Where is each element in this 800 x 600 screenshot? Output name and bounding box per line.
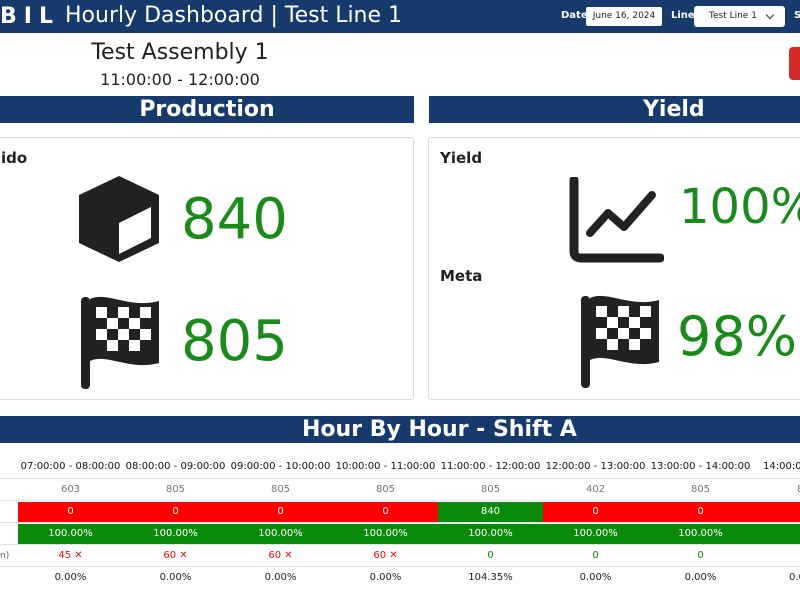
column-header: 10:00:00 - 11:00:00 — [335, 461, 436, 472]
yield-header-title: Yield — [643, 97, 705, 122]
shift-label: S — [794, 10, 800, 21]
table-row: 100.00% 100.00% 100.00% 100.00% 100.00% … — [0, 523, 800, 545]
table-cell: 0.00% — [579, 572, 612, 583]
column-header: 11:00:00 - 12:00:00 — [440, 461, 541, 472]
table-cell: 0 — [697, 550, 704, 561]
table-cell: 805 — [165, 484, 186, 495]
date-label: Date — [561, 10, 588, 21]
table-header-row: 07:00:00 - 08:00:00 08:00:00 - 09:00:00 … — [0, 455, 800, 479]
table-cell: 60 ✕ — [373, 550, 398, 561]
table-row: 603 805 805 805 805 402 805 8 — [0, 479, 800, 501]
table-cell — [753, 545, 800, 567]
meta-label: Meta — [440, 267, 483, 285]
table-cell: 805 — [375, 484, 396, 495]
checkered-flag-icon — [81, 296, 159, 389]
line-label: Line — [671, 10, 695, 21]
produced-value: 840 — [181, 187, 288, 252]
table-cell: 805 — [270, 484, 291, 495]
table-cell: 100.00% — [228, 524, 333, 544]
table-cell: 0.00% — [159, 572, 192, 583]
yield-card: Yield 100% Meta 98% — [428, 137, 800, 400]
row-label: n) — [0, 551, 10, 561]
table-cell: 840 — [438, 502, 543, 522]
table-cell: 0.00% — [264, 572, 297, 583]
table-cell: 100.00% — [18, 524, 123, 544]
table-cell: 100.00% — [438, 524, 543, 544]
yield-label: Yield — [440, 149, 483, 167]
table-cell: 100.00% — [123, 524, 228, 544]
column-header: 12:00:00 - 13:00:00 — [545, 461, 646, 472]
meta-value: 98% — [677, 305, 798, 368]
assembly-title: Test Assembly 1 — [91, 40, 269, 65]
production-card: ido 840 805 — [0, 137, 414, 400]
table-cell: 805 — [690, 484, 711, 495]
table-cell: 100.00% — [648, 524, 753, 544]
table-cell — [753, 502, 800, 522]
hour-by-hour-header: Hour By Hour - Shift A — [0, 416, 800, 443]
target-value: 805 — [181, 309, 288, 374]
cube-icon — [79, 176, 159, 262]
table-cell: 0 — [648, 502, 753, 522]
production-label: ido — [1, 149, 28, 167]
time-range: 11:00:00 - 12:00:00 — [100, 70, 260, 89]
table-cell — [753, 524, 800, 544]
table-cell: 60 ✕ — [268, 550, 293, 561]
table-cell: 100.00% — [333, 524, 438, 544]
table-row: 0 0 0 0 840 0 0 — [0, 501, 800, 523]
table-cell: 60 ✕ — [163, 550, 188, 561]
date-picker[interactable]: June 16, 2024 — [586, 7, 662, 26]
table-cell: 0 — [487, 550, 494, 561]
table-cell: 8 — [753, 479, 800, 501]
table-cell: 0 — [228, 502, 333, 522]
table-cell: 805 — [480, 484, 501, 495]
table-row: n) 45 ✕ 60 ✕ 60 ✕ 60 ✕ 0 0 0 — [0, 545, 800, 567]
table-cell: 0 — [592, 550, 599, 561]
table-cell: 0 — [18, 502, 123, 522]
table-cell: 603 — [60, 484, 81, 495]
table-cell: 0 — [123, 502, 228, 522]
yield-header: Yield — [429, 96, 800, 123]
table-cell: 100.00% — [543, 524, 648, 544]
production-header: Production — [0, 96, 414, 123]
chevron-down-icon — [765, 10, 775, 20]
table-cell: 0 — [333, 502, 438, 522]
table-cell: 0.00% — [684, 572, 717, 583]
table-cell: 0 — [543, 502, 648, 522]
column-header: 14:00:0 — [763, 461, 800, 472]
table-cell: 0.00% — [369, 572, 402, 583]
table-cell: 0.00% — [54, 572, 87, 583]
line-select[interactable]: Test Line 1 — [694, 6, 785, 27]
table-cell: 104.35% — [468, 572, 513, 583]
column-header: 09:00:00 - 10:00:00 — [230, 461, 331, 472]
alert-button[interactable] — [789, 47, 800, 80]
column-header: 07:00:00 - 08:00:00 — [20, 461, 121, 472]
hour-by-hour-title: Hour By Hour - Shift A — [302, 417, 577, 442]
column-header: 13:00:00 - 14:00:00 — [650, 461, 751, 472]
yield-value: 100% — [679, 179, 800, 235]
checkered-flag-icon — [581, 295, 659, 388]
table-cell: 0.0 — [789, 572, 800, 583]
column-header: 08:00:00 - 09:00:00 — [125, 461, 226, 472]
line-select-value: Test Line 1 — [709, 11, 757, 21]
table-cell: 402 — [585, 484, 606, 495]
top-bar: BIL Hourly Dashboard | Test Line 1 Date … — [0, 0, 800, 33]
table-cell: 45 ✕ — [58, 550, 83, 561]
page-title: Hourly Dashboard | Test Line 1 — [65, 3, 403, 28]
table-row: 0.00% 0.00% 0.00% 0.00% 104.35% 0.00% 0.… — [0, 567, 800, 589]
brand-logo: BIL — [0, 4, 60, 29]
line-chart-icon — [569, 177, 664, 263]
